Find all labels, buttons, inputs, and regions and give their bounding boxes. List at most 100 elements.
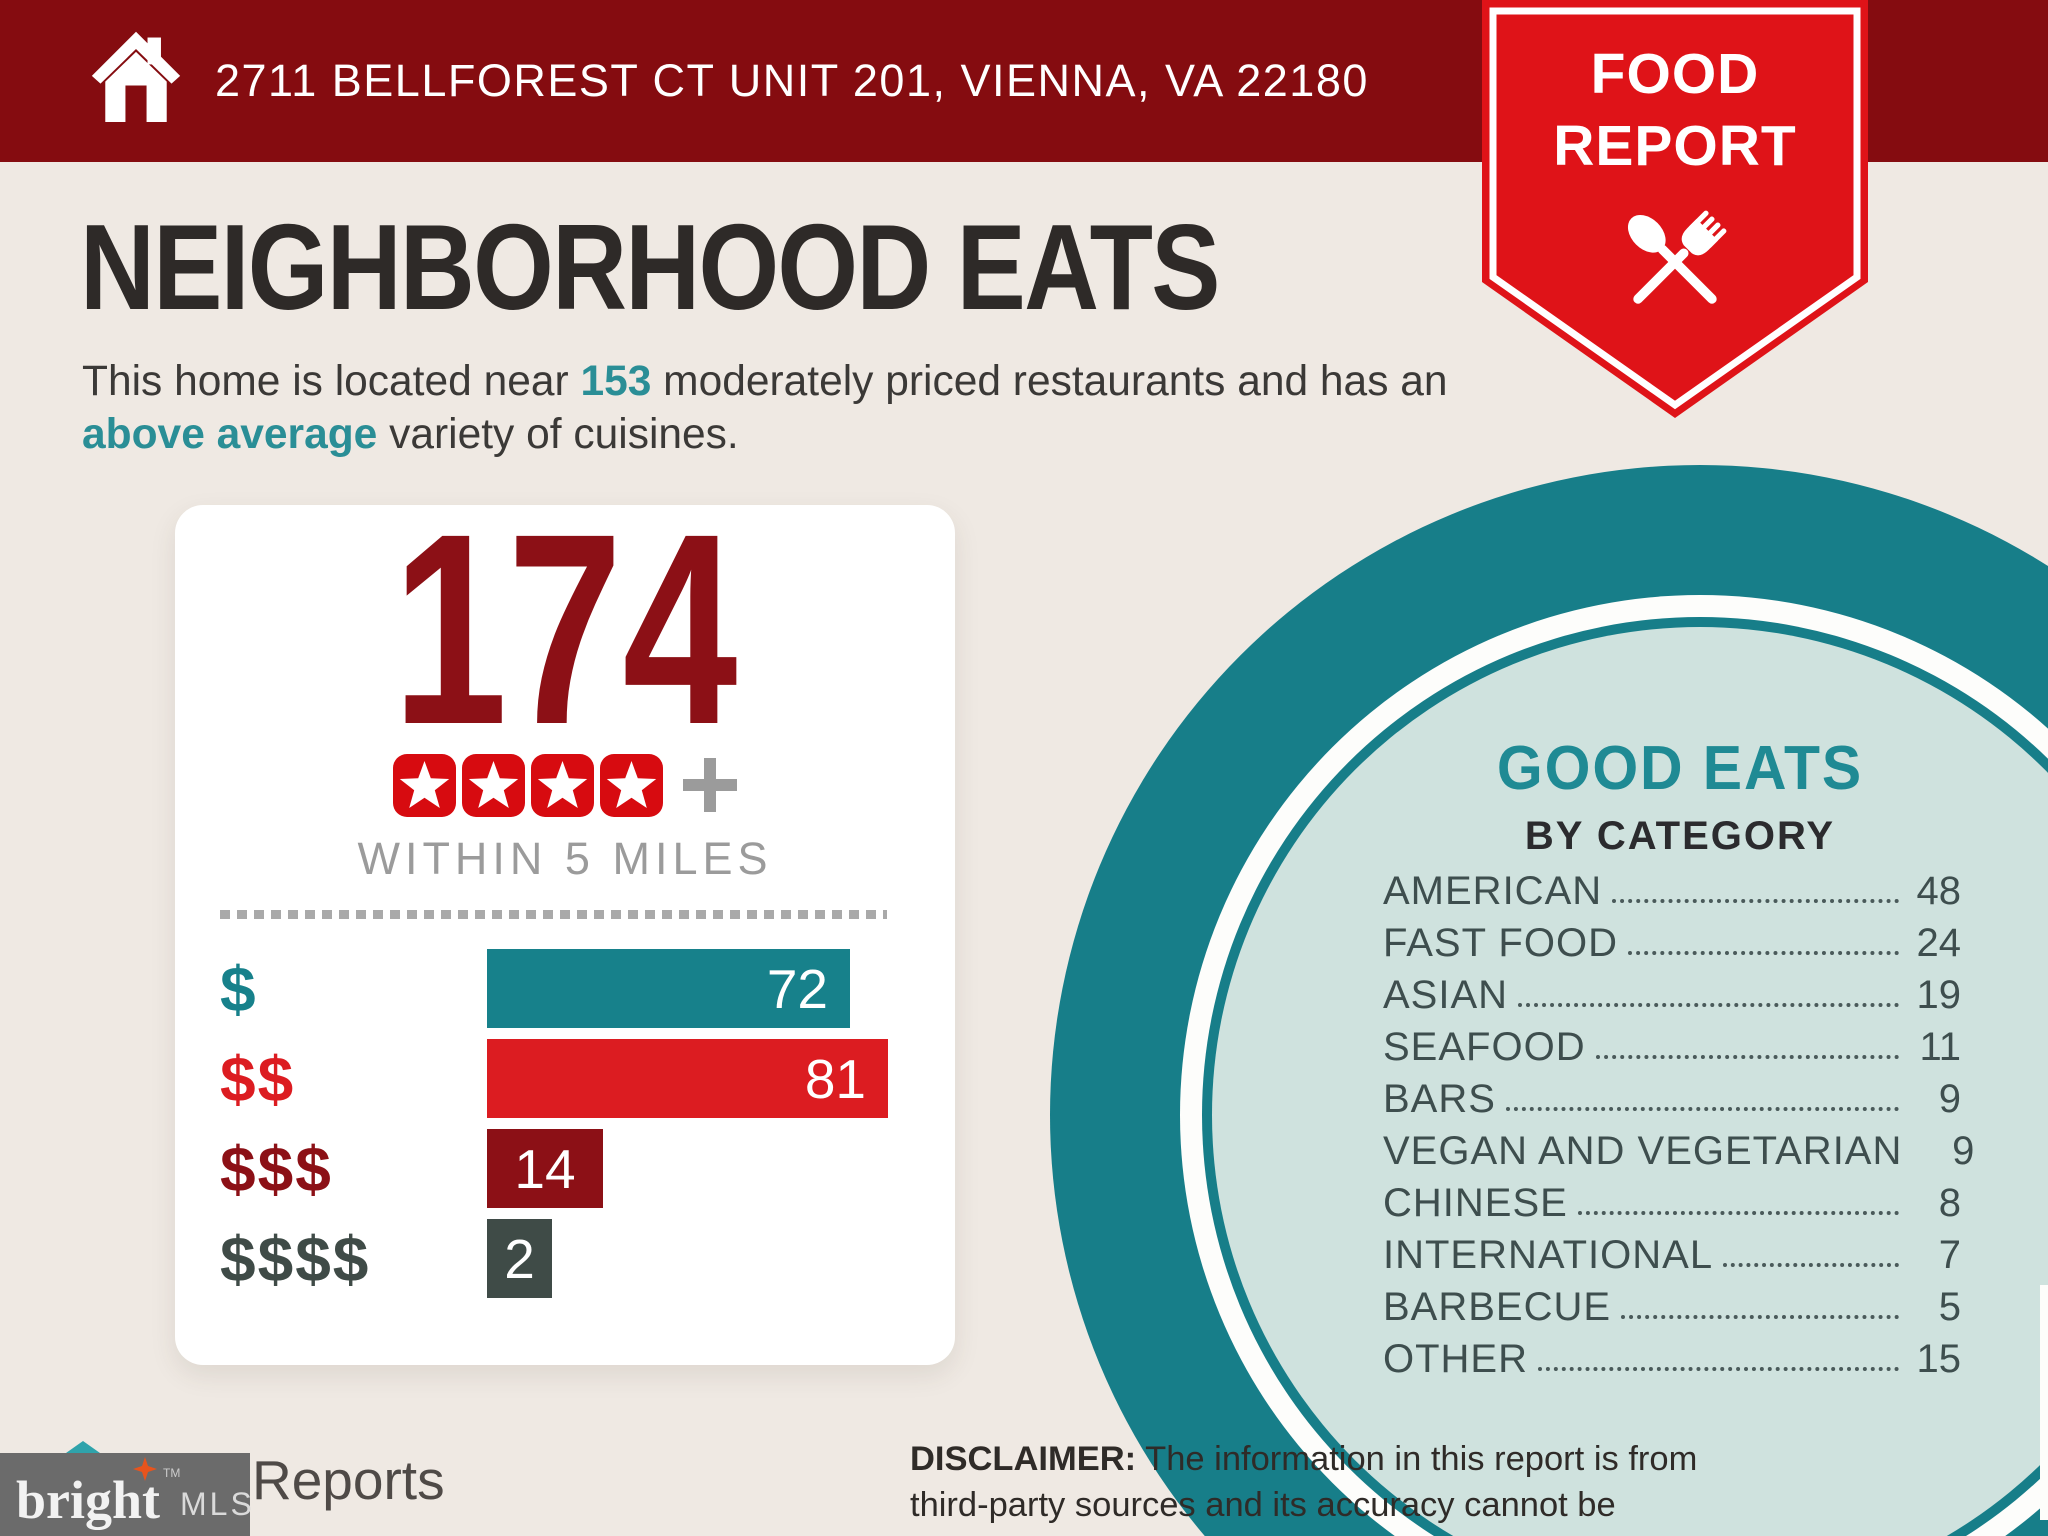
category-row: FAST FOOD 24 (1383, 914, 1961, 966)
dotted-leader (1612, 899, 1899, 903)
category-count: 9 (1938, 1077, 1961, 1121)
disclaimer: DISCLAIMER: The information in this repo… (910, 1437, 1710, 1536)
bar-track: 72 (487, 949, 900, 1028)
stars-caption: WITHIN 5 MILES (357, 833, 773, 884)
trademark-symbol: TM (163, 1466, 181, 1480)
price-level-label: $ (220, 952, 258, 1025)
category-row: OTHER 15 (1383, 1330, 1961, 1382)
price-bar-row: $$$$ 2 (220, 1219, 900, 1298)
star-icon (462, 754, 525, 817)
category-row: AMERICAN 48 (1383, 862, 1961, 914)
category-label: AMERICAN (1383, 869, 1603, 913)
food-report-ribbon: FOOD REPORT (1482, 0, 1868, 420)
good-eats-title: GOOD EATS (1496, 734, 1864, 803)
total-restaurant-count: 174 (392, 477, 738, 781)
price-bar-row: $$ 81 (220, 1039, 900, 1118)
category-row: VEGAN AND VEGETARIAN 9 (1383, 1122, 1974, 1174)
hidden-logo-roof-icon (66, 1441, 100, 1453)
category-count: 7 (1938, 1233, 1961, 1277)
category-count: 48 (1916, 869, 1962, 913)
price-level-label: $$$ (220, 1132, 333, 1205)
crossed-spoon-and-fork-icon (1627, 210, 1727, 304)
category-count: 5 (1938, 1285, 1961, 1329)
star-rating (175, 753, 955, 817)
ribbon-shape (1482, 0, 1868, 418)
bar-value: 14 (514, 1137, 576, 1200)
dashed-divider (220, 910, 887, 919)
bar-track: 81 (487, 1039, 900, 1118)
dotted-leader (1595, 1055, 1899, 1059)
category-label: OTHER (1383, 1337, 1528, 1381)
category-row: CHINESE 8 (1383, 1174, 1961, 1226)
bar-value: 2 (504, 1227, 535, 1290)
page-title: NEIGHBORHOOD EATS (80, 199, 1220, 335)
home-icon (88, 26, 184, 127)
price-bar-row: $$$ 14 (220, 1129, 900, 1208)
category-label: BARS (1383, 1077, 1496, 1121)
category-label: CHINESE (1383, 1181, 1568, 1225)
restaurant-count-highlight: 153 (580, 358, 652, 405)
good-eats-heading: GOOD EATS BY CATEGORY (1330, 733, 2030, 859)
price-bar: 2 (487, 1219, 552, 1298)
brightmls-watermark: bright TM MLS (0, 1453, 252, 1536)
property-address: 2711 BELLFOREST CT UNIT 201, VIENNA, VA … (215, 55, 1369, 106)
good-eats-subtitle: BY CATEGORY (1524, 814, 1836, 858)
category-label: VEGAN AND VEGETARIAN (1383, 1129, 1903, 1173)
right-edge-white-strip (2040, 1285, 2048, 1520)
disclaimer-text: The information in this report is from t… (910, 1440, 1698, 1536)
category-label: SEAFOOD (1383, 1025, 1586, 1069)
price-bar: 14 (487, 1129, 603, 1208)
reports-logo-fragment: Reports (252, 1449, 445, 1511)
intro-segment-3: variety of cuisines. (377, 410, 739, 458)
category-label: ASIAN (1383, 973, 1509, 1017)
plus-icon (683, 758, 737, 812)
category-count: 24 (1916, 921, 1962, 965)
category-label: BARBECUE (1383, 1285, 1612, 1329)
price-bar: 72 (487, 949, 850, 1028)
bar-track: 2 (487, 1219, 900, 1298)
good-eats-circle-inner (1212, 627, 2048, 1536)
dotted-leader (1621, 1315, 1899, 1319)
category-count: 9 (1952, 1129, 1975, 1173)
dotted-leader (1577, 1211, 1899, 1215)
ribbon-title-line1: FOOD (1590, 42, 1760, 106)
dotted-leader (1538, 1367, 1899, 1371)
category-row: SEAFOOD 11 (1383, 1018, 1961, 1070)
dotted-leader (1627, 951, 1899, 955)
category-row: INTERNATIONAL 7 (1383, 1226, 1961, 1278)
disclaimer-label: DISCLAIMER: (910, 1440, 1137, 1478)
price-level-label: $$ (220, 1042, 296, 1115)
price-bar: 81 (487, 1039, 888, 1118)
category-list: AMERICAN 48 FAST FOOD 24 ASIAN 19 SEAFOOD 11 BAR… (1383, 862, 1974, 1382)
category-count: 8 (1938, 1181, 1961, 1225)
category-row: ASIAN 19 (1383, 966, 1961, 1018)
mls-label: MLS (180, 1486, 255, 1522)
star-icon (531, 754, 594, 817)
intro-text: This home is located near 153 moderately… (82, 356, 1462, 461)
dotted-leader (1723, 1263, 1899, 1267)
above-average-highlight: above average (82, 410, 378, 458)
category-label: INTERNATIONAL (1383, 1233, 1714, 1277)
category-row: BARBECUE 5 (1383, 1278, 1961, 1330)
summary-card: 174 WITHIN 5 MILES $72 $$ 81 $$$ 14 $$$$ 2 (175, 477, 955, 1365)
brightmls-star-icon (133, 1457, 157, 1481)
bar-value: 72 (766, 957, 828, 1020)
category-row: BARS 9 (1383, 1070, 1961, 1122)
bar-value: 81 (804, 1047, 866, 1110)
bar-track: 14 (487, 1129, 900, 1208)
price-level-label: $$$$ (220, 1222, 371, 1295)
category-label: FAST FOOD (1383, 921, 1618, 965)
intro-segment-2: moderately priced restaurants and has an (651, 358, 1448, 405)
dotted-leader (1518, 1003, 1899, 1007)
price-bar-row: $72 (220, 949, 900, 1028)
brightmls-logo-text: bright (16, 1470, 161, 1530)
category-count: 19 (1916, 973, 1962, 1017)
ribbon-title-line2: REPORT (1553, 114, 1797, 178)
star-icon (600, 754, 663, 817)
category-count: 15 (1916, 1337, 1962, 1381)
price-level-bar-chart: $72 $$ 81 $$$ 14 $$$$ 2 (220, 949, 900, 1298)
intro-segment-1: This home is located near (82, 358, 581, 405)
category-count: 11 (1919, 1025, 1961, 1069)
star-icon (393, 754, 456, 817)
